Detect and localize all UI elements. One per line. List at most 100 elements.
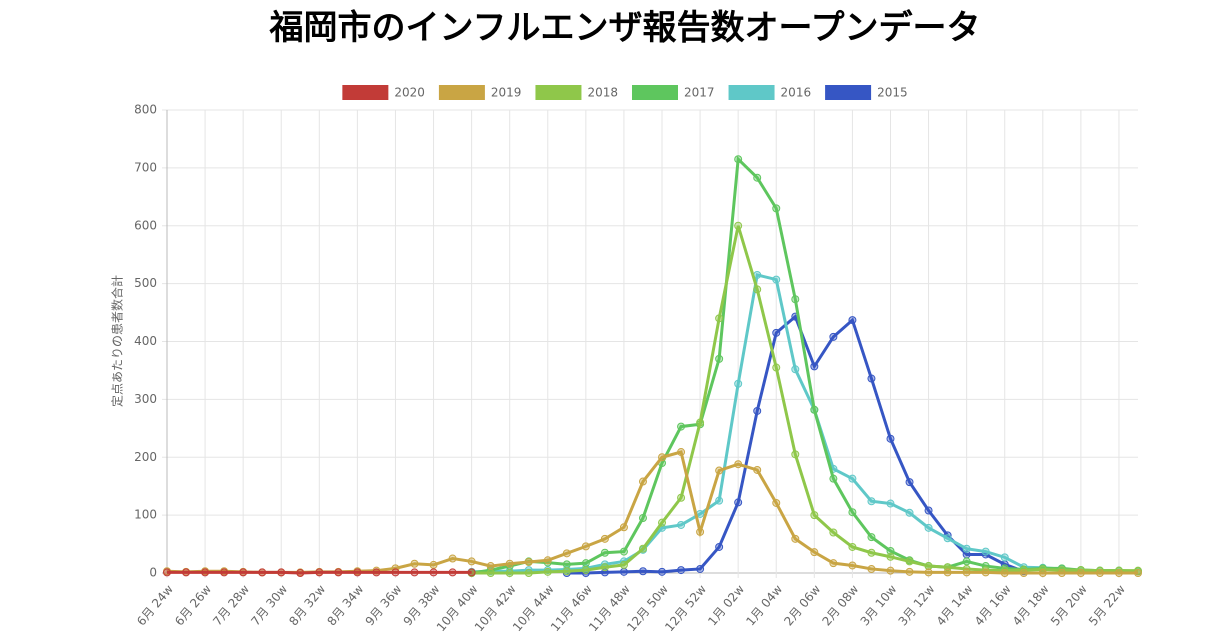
data-point — [524, 569, 533, 577]
data-point — [810, 362, 819, 371]
legend-swatch — [342, 85, 389, 100]
series-line — [471, 155, 1139, 575]
data-point — [886, 499, 895, 508]
data-point — [505, 569, 514, 577]
x-tick-label: 1月 04w — [743, 582, 785, 628]
data-point — [467, 568, 476, 577]
data-point — [715, 466, 724, 475]
data-point — [258, 568, 267, 577]
data-point — [619, 567, 628, 576]
data-point — [829, 559, 838, 568]
data-point — [924, 506, 933, 515]
data-point — [886, 547, 895, 556]
x-tick-label: 9月 36w — [363, 582, 405, 628]
data-point — [677, 566, 686, 575]
data-point — [658, 567, 667, 576]
data-point — [886, 434, 895, 443]
x-tick-label: 8月 32w — [286, 582, 328, 628]
data-point — [943, 534, 952, 543]
data-point — [715, 354, 724, 363]
data-point — [943, 568, 952, 577]
data-point — [391, 568, 400, 577]
data-point — [677, 422, 686, 431]
data-point — [791, 295, 800, 304]
data-point — [163, 568, 171, 577]
x-tick-label: 7月 28w — [210, 582, 252, 628]
data-point — [734, 498, 743, 507]
data-point — [581, 559, 590, 568]
data-point — [905, 478, 914, 487]
data-point — [1095, 569, 1104, 577]
y-tick-label: 500 — [134, 276, 157, 290]
data-point — [239, 568, 248, 577]
data-point — [734, 221, 743, 230]
x-tick-label: 2月 08w — [819, 582, 861, 628]
x-tick-label: 2月 06w — [781, 582, 823, 628]
data-point — [1000, 569, 1009, 577]
series-line — [566, 314, 1025, 575]
data-point — [791, 365, 800, 374]
data-point — [1114, 569, 1123, 577]
data-point — [410, 568, 419, 577]
legend-swatch — [728, 85, 775, 100]
data-point — [410, 559, 419, 568]
legend-swatch — [825, 85, 872, 100]
data-point — [981, 547, 990, 556]
x-tick-label: 1月 02w — [705, 582, 747, 628]
data-point — [429, 560, 438, 569]
data-point — [696, 418, 705, 427]
data-point — [1134, 569, 1142, 577]
data-point — [201, 568, 210, 577]
data-point — [867, 548, 876, 557]
data-point — [772, 498, 781, 507]
x-tick-label: 5月 20w — [1048, 582, 1090, 628]
legend-swatch — [632, 85, 678, 100]
data-point — [638, 477, 647, 486]
legend-label: 2017 — [684, 86, 715, 100]
y-axis-label: 定点あたりの患者数合計 — [110, 275, 125, 407]
data-point — [220, 568, 229, 577]
y-tick-label: 100 — [134, 508, 157, 522]
x-tick-label: 8月 34w — [324, 582, 366, 628]
data-point — [638, 544, 647, 553]
data-point — [448, 568, 457, 577]
y-tick-label: 400 — [134, 334, 157, 348]
data-point — [543, 567, 552, 576]
data-point — [600, 534, 609, 543]
data-point — [677, 493, 686, 502]
legend-item: 2018 — [535, 85, 618, 100]
data-point — [486, 562, 495, 571]
data-point — [905, 567, 914, 576]
data-point — [810, 405, 819, 414]
x-tick-label: 7月 30w — [248, 582, 290, 628]
data-point — [277, 568, 286, 577]
legend-label: 2019 — [491, 86, 522, 100]
x-tick-label: 6月 26w — [172, 582, 214, 628]
x-tick-label: 4月 14w — [934, 582, 976, 628]
data-point — [581, 542, 590, 551]
data-point — [315, 568, 324, 577]
data-point — [600, 548, 609, 557]
data-point — [867, 564, 876, 573]
data-point — [962, 557, 971, 566]
y-tick-label: 300 — [134, 392, 157, 406]
data-point — [753, 465, 762, 474]
data-point — [372, 568, 381, 577]
data-point — [962, 568, 971, 577]
data-point — [505, 559, 514, 568]
data-point — [848, 508, 857, 517]
data-point — [772, 204, 781, 213]
legend-label: 2020 — [394, 86, 425, 100]
data-point — [848, 542, 857, 551]
data-point — [543, 556, 552, 565]
data-point — [638, 514, 647, 523]
data-point — [296, 569, 305, 577]
data-point — [905, 508, 914, 517]
x-tick-label: 4月 16w — [972, 582, 1014, 628]
data-point — [1019, 569, 1028, 577]
legend-label: 2018 — [587, 86, 618, 100]
y-tick-label: 600 — [134, 218, 157, 232]
data-point — [429, 568, 438, 577]
data-point — [791, 534, 800, 543]
data-point — [924, 523, 933, 532]
